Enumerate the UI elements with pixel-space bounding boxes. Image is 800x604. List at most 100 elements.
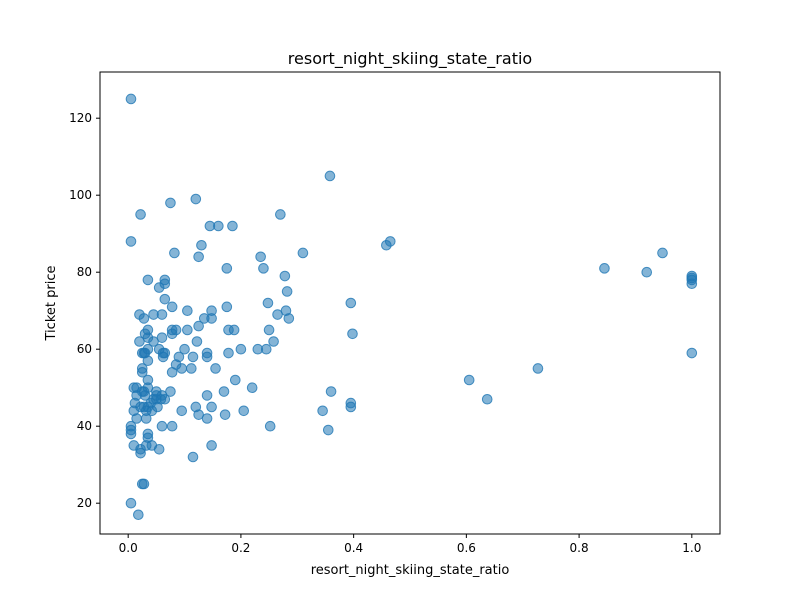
data-point — [166, 420, 178, 432]
data-point — [228, 324, 240, 336]
y-tick-label: 60 — [77, 342, 92, 356]
data-point — [206, 401, 217, 413]
data-point — [148, 336, 159, 347]
data-point — [384, 236, 396, 247]
y-axis: 20 40 60 80 100 120 — [69, 111, 100, 510]
data-point — [218, 386, 230, 397]
data-point — [324, 170, 336, 182]
data-point — [481, 393, 493, 405]
data-point — [322, 424, 334, 436]
data-point — [275, 209, 286, 220]
data-point — [190, 193, 202, 205]
data-point — [156, 309, 168, 320]
data-point — [229, 374, 241, 386]
data-point — [135, 447, 146, 459]
data-point — [136, 367, 148, 378]
data-point — [125, 497, 137, 509]
chart-title: resort_night_skiing_state_ratio — [288, 49, 532, 69]
data-point — [227, 220, 238, 232]
data-point — [201, 413, 213, 424]
data-point — [176, 405, 188, 417]
data-point — [238, 405, 250, 417]
y-tick-label: 100 — [69, 188, 92, 202]
data-point — [281, 286, 293, 297]
data-point — [166, 301, 178, 313]
x-axis: 0.0 0.2 0.4 0.6 0.8 1.0 — [119, 534, 701, 555]
data-point — [156, 420, 168, 432]
data-point — [345, 401, 357, 413]
data-point — [210, 363, 221, 374]
data-point — [221, 263, 233, 274]
data-point — [193, 409, 204, 420]
y-tick-label: 80 — [77, 265, 92, 279]
data-point — [272, 309, 283, 320]
data-point — [142, 382, 154, 394]
x-tick-label: 0.6 — [457, 541, 476, 555]
data-point — [142, 274, 154, 286]
data-point — [599, 263, 610, 274]
data-point — [317, 405, 328, 417]
data-point — [201, 390, 213, 401]
data-point — [138, 313, 150, 324]
x-tick-label: 0.0 — [119, 541, 138, 555]
data-point — [133, 509, 144, 521]
y-tick-label: 120 — [69, 111, 92, 125]
points-layer — [125, 93, 698, 521]
data-point — [223, 347, 234, 359]
data-point — [170, 324, 182, 336]
data-point — [258, 263, 269, 274]
data-point — [325, 386, 337, 397]
data-point — [260, 343, 272, 355]
data-point — [173, 351, 185, 363]
x-tick-label: 0.2 — [231, 541, 250, 555]
y-axis-label: Ticket price — [44, 266, 59, 342]
data-point — [213, 220, 224, 232]
data-point — [186, 363, 197, 374]
data-point — [255, 251, 266, 263]
data-point — [159, 347, 171, 359]
data-point — [686, 347, 698, 359]
data-point — [138, 478, 150, 490]
data-point — [347, 328, 358, 340]
data-point — [159, 393, 171, 405]
data-point — [641, 266, 653, 278]
data-point — [532, 363, 544, 374]
data-point — [125, 93, 137, 105]
data-point — [131, 413, 142, 424]
data-point — [182, 305, 193, 317]
data-point — [206, 440, 217, 451]
data-point — [345, 297, 357, 309]
data-point — [156, 332, 168, 343]
plot-frame — [99, 71, 721, 535]
data-point — [297, 247, 309, 259]
data-point — [219, 409, 231, 420]
data-point — [182, 324, 193, 336]
data-point — [159, 278, 171, 290]
data-point — [159, 293, 171, 305]
x-axis-label: resort_night_skiing_state_ratio — [311, 563, 510, 578]
data-point — [193, 251, 204, 263]
data-point — [142, 343, 154, 355]
x-tick-label: 0.4 — [344, 541, 363, 555]
data-point — [135, 209, 146, 220]
data-point — [187, 451, 199, 463]
data-point — [176, 363, 188, 374]
data-point — [279, 270, 291, 282]
data-point — [262, 297, 274, 309]
data-point — [264, 420, 276, 432]
data-point — [268, 336, 279, 347]
data-point — [165, 197, 176, 209]
data-point — [657, 247, 668, 259]
data-point — [221, 301, 233, 313]
data-point — [165, 386, 176, 397]
data-point — [134, 336, 145, 347]
data-point — [686, 278, 698, 290]
data-point — [153, 444, 165, 455]
data-point — [193, 320, 204, 332]
data-point — [196, 239, 207, 251]
data-point — [140, 413, 152, 424]
data-point — [463, 374, 475, 386]
y-tick-label: 20 — [77, 496, 92, 510]
